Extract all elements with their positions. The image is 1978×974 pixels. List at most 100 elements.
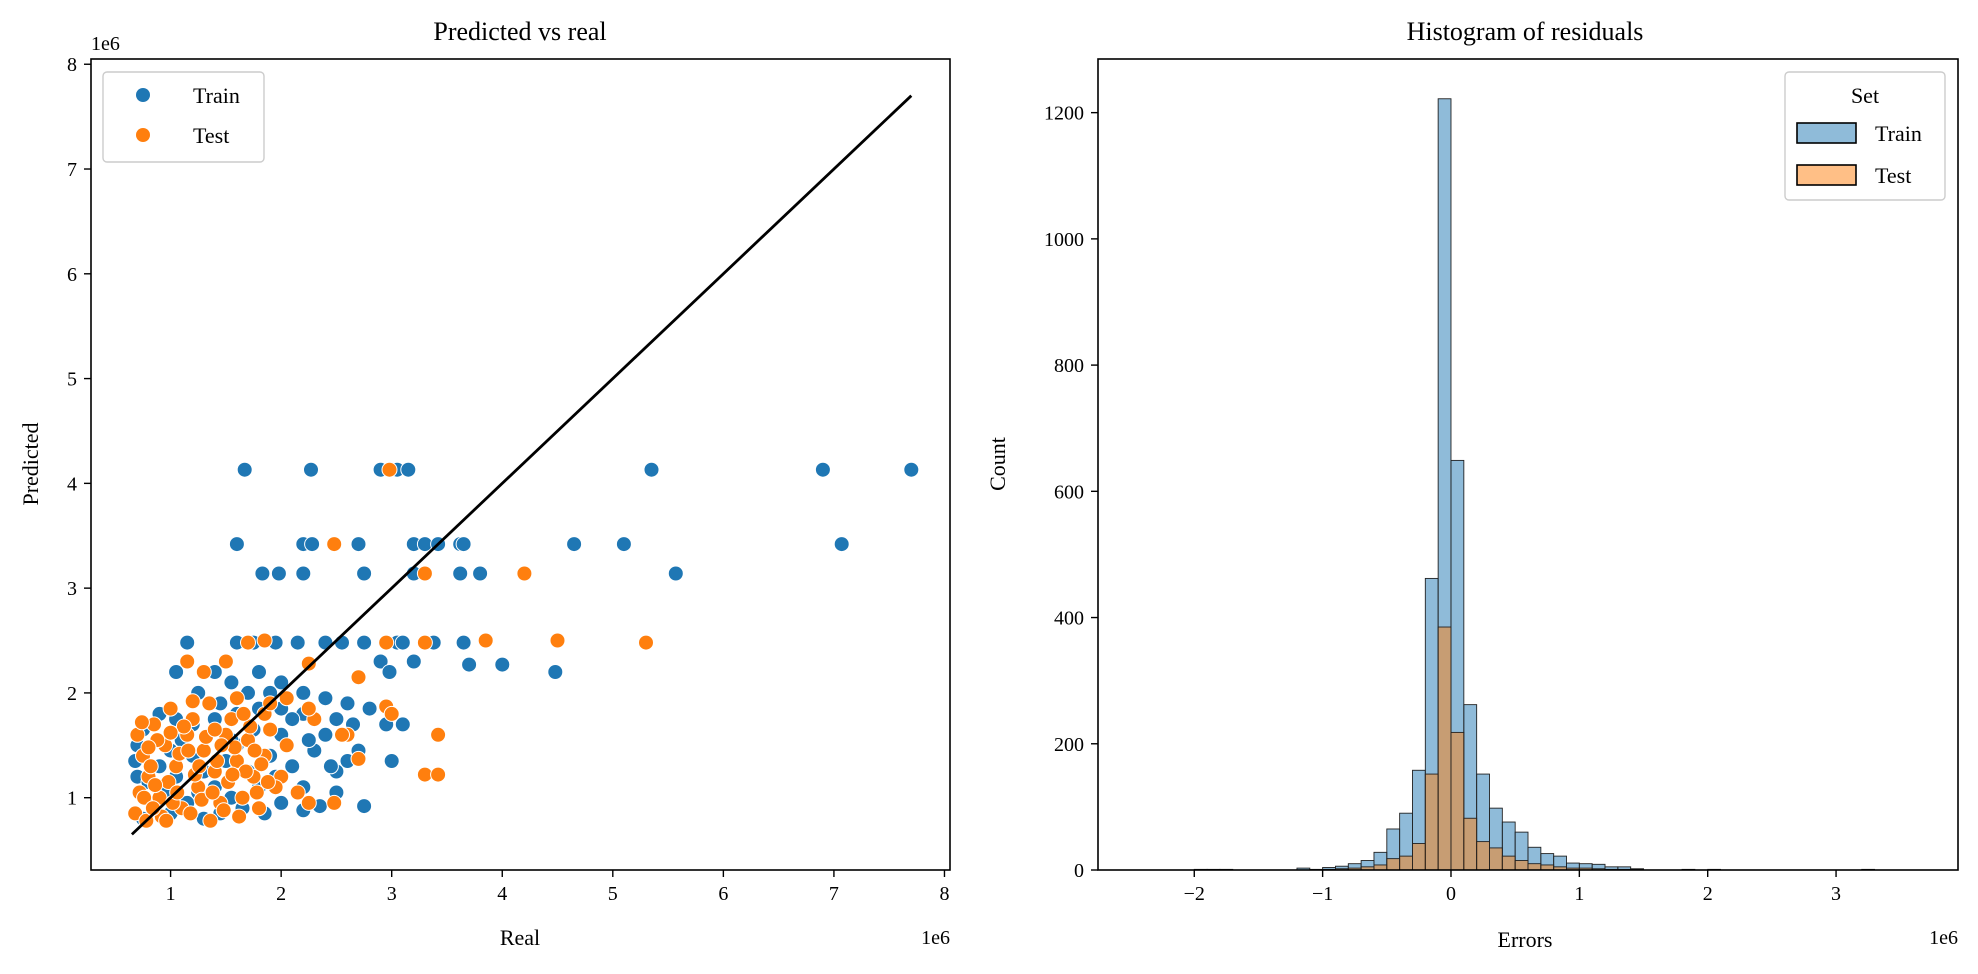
- scatter-y-axis-label: Predicted: [18, 422, 43, 505]
- scatter-point-test: [350, 669, 367, 686]
- scatter-point-test: [231, 808, 248, 825]
- histogram-panel: Histogram of residuals −2 −1 0 1 2 3 0 200 400 6…: [985, 17, 1959, 952]
- scatter-point-train: [328, 711, 345, 728]
- scatter-point-test: [158, 812, 175, 829]
- legend-test-marker: [136, 128, 150, 142]
- scatter-point-test: [416, 565, 433, 582]
- scatter-point-test: [175, 718, 192, 735]
- scatter-point-train: [254, 565, 271, 582]
- scatter-point-train: [295, 684, 312, 701]
- scatter-point-test: [147, 777, 164, 794]
- scatter-point-train: [394, 716, 411, 733]
- legend-train-swatch: [1796, 122, 1857, 144]
- scatter-plot-frame: [90, 58, 951, 871]
- histogram-x-tick-label: −1: [1312, 883, 1333, 905]
- histogram-bar-test: [1399, 855, 1413, 871]
- scatter-point-test: [209, 753, 225, 769]
- scatter-point-train: [455, 634, 472, 651]
- histogram-bar-test: [1437, 626, 1452, 871]
- scatter-point-train: [223, 674, 240, 691]
- scatter-points: [127, 461, 920, 829]
- scatter-point-test: [162, 724, 179, 741]
- scatter-x-offset-label: 1e6: [921, 927, 950, 949]
- scatter-y-offset-label: 1e6: [91, 33, 120, 55]
- scatter-x-tick-label: 1: [166, 883, 176, 905]
- scatter-point-test: [350, 750, 367, 767]
- scatter-y-tick-label: 8: [67, 54, 77, 76]
- scatter-point-train: [317, 726, 334, 743]
- scatter-point-test: [334, 726, 350, 743]
- scatter-point-test: [638, 634, 654, 651]
- scatter-x-tick-label: 7: [829, 883, 839, 905]
- histogram-x-axis-label: Errors: [1498, 927, 1553, 952]
- legend-train-marker: [136, 88, 150, 102]
- scatter-x-tick-label: 3: [387, 883, 397, 905]
- scatter-point-test: [378, 634, 395, 651]
- scatter-point-test: [182, 805, 199, 822]
- histogram-bar-test: [1514, 860, 1529, 871]
- scatter-point-train: [405, 653, 422, 670]
- histogram-bar-test: [1476, 841, 1490, 871]
- scatter-y-tick-label: 5: [67, 369, 77, 391]
- scatter-point-train: [295, 565, 312, 582]
- scatter-point-train: [472, 565, 489, 582]
- scatter-x-tick-label: 6: [718, 883, 728, 905]
- scatter-point-train: [461, 656, 478, 673]
- histogram-y-tick-label: 200: [1054, 734, 1084, 756]
- scatter-point-test: [381, 461, 398, 478]
- scatter-point-test: [246, 742, 263, 759]
- histogram-bar-test: [1463, 817, 1478, 871]
- histogram-x-tick-label: 2: [1703, 883, 1713, 905]
- legend-train-label: Train: [193, 83, 240, 108]
- scatter-point-train: [455, 536, 472, 553]
- scatter-point-train: [284, 711, 301, 728]
- scatter-point-test: [430, 726, 447, 743]
- scatter-point-train: [494, 656, 511, 673]
- histogram-y-tick-label: 800: [1054, 355, 1084, 377]
- scatter-point-test: [224, 766, 241, 783]
- scatter-point-test: [383, 705, 400, 722]
- scatter-point-test: [326, 536, 343, 553]
- scatter-point-train: [334, 634, 350, 651]
- legend-test-label: Test: [193, 123, 229, 148]
- scatter-point-train: [168, 664, 185, 680]
- scatter-point-train: [814, 461, 831, 478]
- scatter-point-test: [235, 705, 252, 722]
- scatter-point-test: [136, 789, 153, 806]
- histogram-x-offset-label: 1e6: [1929, 927, 1958, 949]
- scatter-point-train: [400, 461, 417, 478]
- scatter-point-test: [191, 758, 208, 775]
- scatter-point-train: [356, 798, 373, 815]
- histogram-plot-frame: [1097, 58, 1959, 871]
- scatter-point-test: [204, 784, 221, 801]
- scatter-point-test: [516, 565, 533, 582]
- scatter-x-tick-label: 5: [608, 883, 618, 905]
- scatter-x-ticks: 1 2 3 4 5 6 7 8: [166, 870, 949, 905]
- scatter-x-tick-label: 4: [497, 883, 507, 905]
- scatter-y-tick-label: 4: [67, 473, 77, 495]
- histogram-legend-test-label: Test: [1875, 163, 1911, 188]
- histogram-bar-test: [1424, 773, 1439, 871]
- scatter-point-train: [270, 565, 287, 582]
- scatter-point-test: [195, 742, 212, 759]
- scatter-point-test: [259, 774, 276, 790]
- scatter-point-train: [356, 565, 373, 582]
- scatter-point-train: [643, 461, 660, 478]
- scatter-point-train: [322, 758, 339, 775]
- scatter-point-test: [278, 690, 295, 707]
- scatter-y-ticks: 1 2 3 4 5 6 7 8: [67, 54, 91, 810]
- scatter-point-test: [253, 756, 270, 773]
- histogram-bar-test: [1386, 858, 1401, 871]
- scatter-point-test: [278, 737, 295, 754]
- scatter-point-train: [452, 565, 469, 582]
- histogram-y-tick-label: 600: [1054, 481, 1084, 503]
- scatter-point-test: [248, 784, 265, 801]
- scatter-point-test: [549, 632, 566, 649]
- scatter-y-tick-label: 1: [67, 788, 77, 810]
- histogram-title: Histogram of residuals: [1407, 17, 1644, 46]
- scatter-point-test: [213, 737, 230, 754]
- scatter-point-test: [180, 742, 197, 759]
- histogram-y-tick-label: 1200: [1044, 103, 1084, 125]
- scatter-point-train: [273, 674, 290, 691]
